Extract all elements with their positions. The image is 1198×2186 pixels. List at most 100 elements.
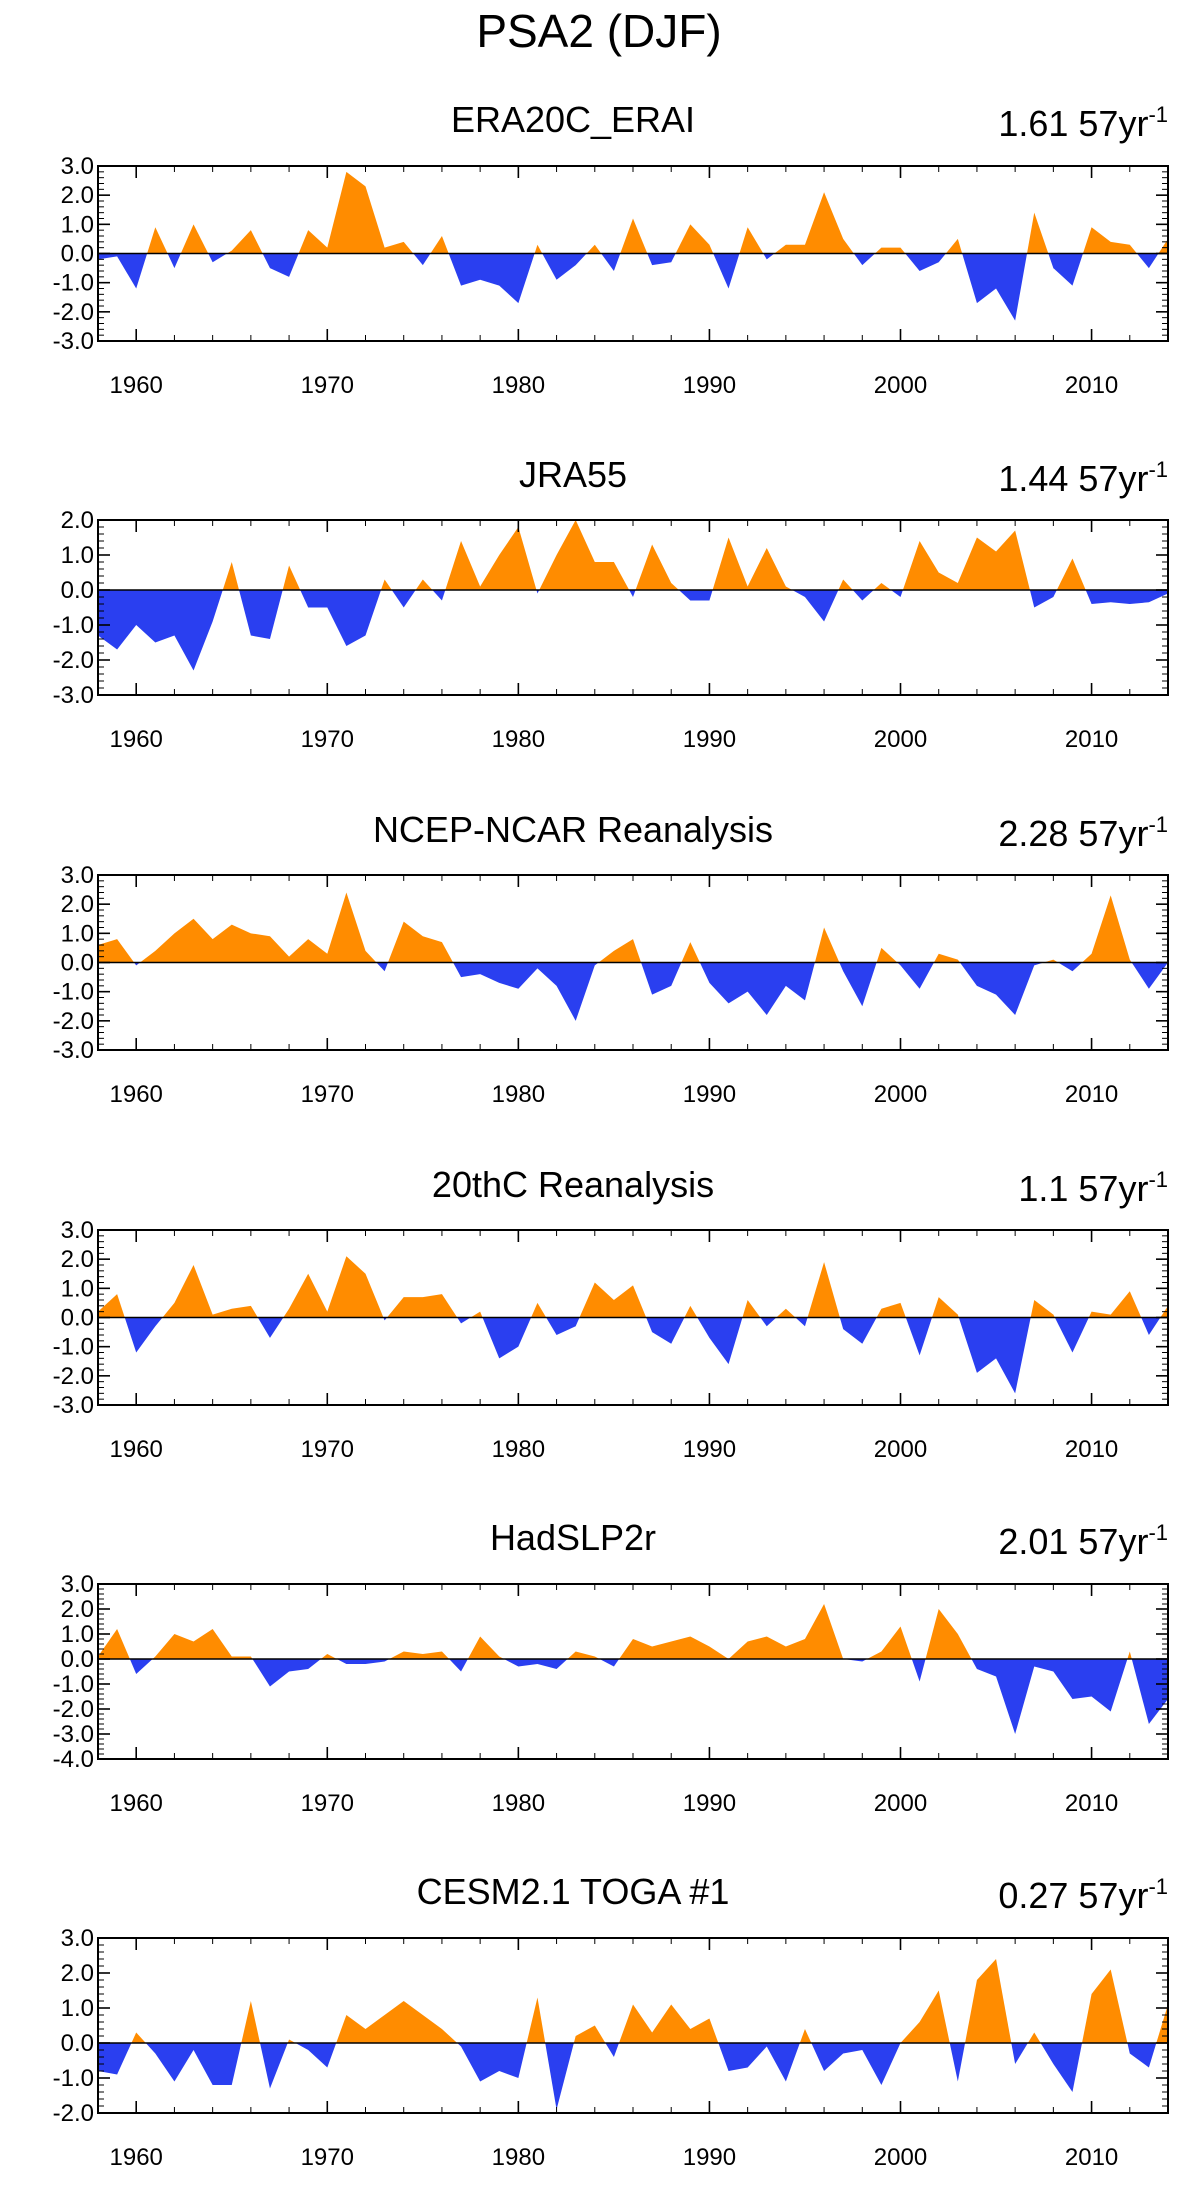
trend-label: 0.27 57yr-1 — [998, 1874, 1168, 1916]
x-tick-label: 1960 — [110, 726, 163, 753]
positive-area — [902, 530, 1030, 590]
negative-area — [1136, 253, 1159, 269]
positive-area — [1127, 1651, 1132, 1659]
x-tick-label: 1970 — [301, 2144, 354, 2171]
y-tick-label: 3.0 — [61, 1925, 94, 1952]
negative-area — [697, 1317, 743, 1365]
x-tick-label: 1960 — [110, 1081, 163, 1108]
trend-value: 1.44 — [998, 458, 1078, 499]
panel-title: 20thC Reanalysis — [432, 1164, 714, 1205]
y-tick-label: 3.0 — [61, 862, 94, 889]
x-tick-label: 1960 — [110, 1436, 163, 1463]
negative-area — [1058, 962, 1083, 972]
y-tick-label: -2.0 — [53, 1696, 94, 1723]
negative-area — [601, 253, 621, 271]
y-tick-label: 3.0 — [61, 1217, 94, 1244]
x-tick-label: 2010 — [1065, 372, 1118, 399]
negative-area — [546, 1317, 580, 1335]
negative-area — [1131, 962, 1168, 989]
negative-area — [911, 1659, 926, 1682]
positive-area — [965, 1959, 1012, 2043]
positive-area — [387, 1294, 458, 1318]
y-tick-label: 1.0 — [61, 1275, 94, 1302]
positive-area — [241, 2001, 261, 2043]
negative-area — [599, 1659, 620, 1667]
x-tick-label: 1970 — [301, 1790, 354, 1817]
positive-area — [932, 1297, 959, 1318]
y-tick-label: 1.0 — [61, 1995, 94, 2022]
negative-area — [542, 253, 587, 280]
positive-area — [287, 2039, 296, 2043]
negative-area — [971, 1659, 1128, 1734]
positive-area — [387, 921, 454, 963]
negative-area — [1131, 1659, 1168, 1724]
positive-area — [1156, 2004, 1168, 2043]
negative-area — [536, 590, 540, 594]
negative-area — [124, 1317, 163, 1353]
negative-area — [336, 1659, 390, 1664]
negative-area — [949, 2043, 966, 2082]
negative-area — [262, 253, 299, 277]
negative-area — [646, 1317, 685, 1344]
y-tick-label: 0.0 — [61, 950, 94, 977]
positive-area — [336, 2001, 458, 2043]
negative-area — [760, 1317, 777, 1327]
y-tick-label: -1.0 — [53, 1671, 94, 1698]
trend-value: 0.27 — [998, 1875, 1078, 1916]
y-tick-label: 1.0 — [61, 211, 94, 238]
positive-area — [298, 171, 414, 254]
positive-area — [867, 1626, 912, 1659]
x-tick-label: 1990 — [683, 1790, 736, 1817]
positive-area — [776, 1308, 796, 1318]
positive-area — [675, 224, 714, 254]
positive-area — [933, 953, 960, 963]
negative-area — [457, 2043, 527, 2082]
negative-area — [239, 590, 283, 639]
panel-2: JRA55 1.44 57yr-1 2.0 1.0 0.0 -1.0 -2.0 -3.0 196… — [53, 454, 1169, 753]
positive-area — [712, 537, 793, 590]
positive-area — [875, 247, 906, 254]
panel-title: HadSLP2r — [490, 1517, 656, 1558]
trend-value: 1.1 — [1018, 1168, 1078, 1209]
positive-area — [1158, 238, 1168, 254]
x-tick-label: 1980 — [492, 1436, 545, 1463]
positive-area — [98, 939, 135, 963]
negative-area — [432, 590, 446, 601]
negative-area — [763, 253, 775, 260]
trend-unit: 57yr — [1078, 103, 1148, 144]
negative-area — [852, 590, 874, 601]
y-tick-label: 2.0 — [61, 507, 94, 534]
negative-area — [1029, 590, 1057, 608]
y-tick-label: 2.0 — [61, 182, 94, 209]
positive-area — [573, 2025, 606, 2043]
y-tick-label: -1.0 — [53, 979, 94, 1006]
positive-area — [684, 1305, 698, 1318]
positive-area — [799, 2029, 812, 2043]
positive-area — [742, 1300, 761, 1318]
y-tick-label: -3.0 — [53, 1037, 94, 1064]
negative-area — [718, 2043, 800, 2082]
y-tick-label: 3.0 — [61, 153, 94, 180]
trend-label: 1.1 57yr-1 — [1018, 1167, 1168, 1209]
x-tick-label: 1960 — [110, 372, 163, 399]
trend-unit: 57yr — [1078, 1875, 1148, 1916]
positive-area — [1082, 1969, 1128, 2043]
negative-area — [376, 962, 388, 972]
negative-area — [1085, 590, 1168, 604]
x-tick-label: 2010 — [1065, 1436, 1118, 1463]
negative-area — [699, 962, 815, 1015]
positive-area — [131, 2032, 146, 2043]
negative-area — [839, 1317, 877, 1344]
negative-area — [413, 253, 431, 266]
x-tick-label: 2000 — [874, 2144, 927, 2171]
x-tick-label: 2000 — [874, 1081, 927, 1108]
y-tick-label: -3.0 — [53, 1721, 94, 1748]
positive-area — [1030, 1300, 1055, 1318]
negative-area — [958, 1317, 1031, 1394]
positive-area — [415, 579, 433, 590]
y-tick-label: -1.0 — [53, 2065, 94, 2092]
positive-area — [807, 1262, 840, 1318]
panel-title: CESM2.1 TOGA #1 — [417, 1871, 730, 1912]
x-tick-label: 1990 — [683, 726, 736, 753]
